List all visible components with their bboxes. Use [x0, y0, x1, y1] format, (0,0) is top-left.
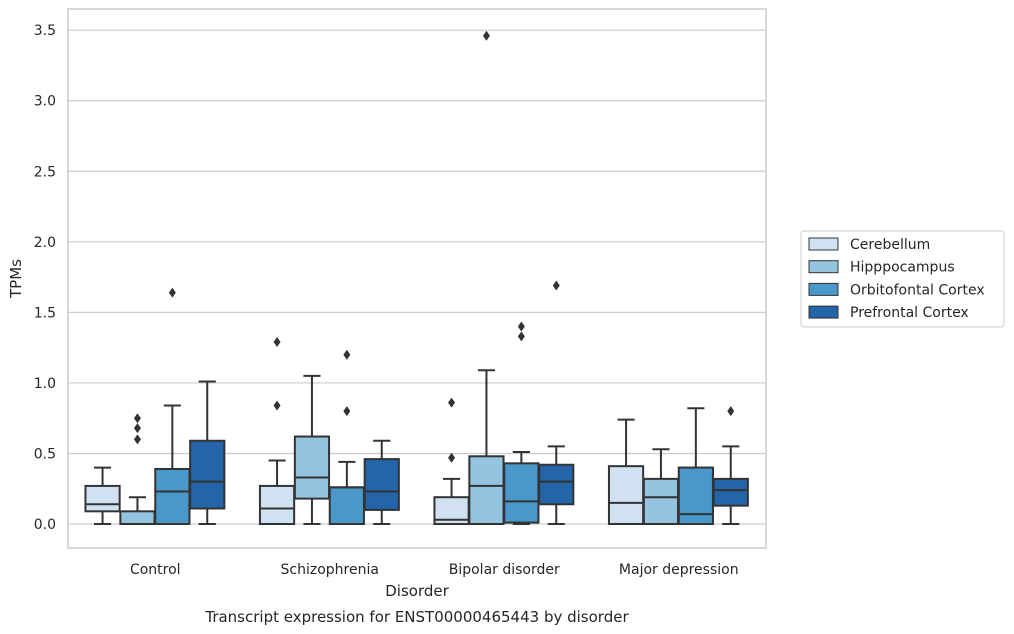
box-group: [328, 349, 365, 526]
box-group: [154, 287, 191, 526]
box-group: [293, 374, 331, 526]
y-axis-label: TPMs: [7, 259, 25, 299]
box-group: [642, 448, 680, 526]
box-group: [189, 380, 226, 526]
box: [607, 465, 645, 526]
legend-label: Hipppocampus: [850, 260, 955, 276]
outlier-point: [133, 423, 141, 434]
outlier-point: [448, 452, 456, 463]
box: [293, 435, 331, 500]
x-tick-label: Control: [130, 562, 181, 578]
box-group: [607, 418, 645, 526]
legend-swatch: [808, 305, 839, 319]
box: [712, 477, 749, 507]
y-tick-label: 2.0: [34, 235, 56, 251]
box: [677, 466, 714, 526]
legend: Cerebellum Hipppocampus Orbitofontal Corte…: [800, 230, 1005, 328]
box: [363, 458, 400, 511]
legend-frame: [800, 230, 1005, 328]
box-group: [712, 406, 749, 526]
box-group: [538, 280, 575, 526]
box: [468, 455, 505, 526]
box-group: [119, 413, 156, 526]
box: [119, 510, 156, 526]
outlier-point: [273, 336, 281, 347]
legend-swatch: [808, 282, 839, 296]
box: [154, 467, 191, 526]
box: [258, 484, 296, 526]
box-group: [503, 321, 540, 526]
box-group: [363, 439, 400, 526]
outlier-point: [133, 413, 141, 424]
box: [189, 439, 226, 510]
outlier-point: [343, 406, 351, 417]
box-group: [677, 407, 714, 526]
outlier-point: [273, 400, 281, 411]
box: [503, 462, 540, 524]
outlier-point: [448, 397, 456, 408]
outlier-point: [482, 30, 490, 41]
box-group: [468, 30, 505, 526]
y-axis: 0.0 0.5 1.0 1.5 2.0 2.5 3.0 3.5: [34, 23, 56, 533]
boxes: [84, 30, 749, 526]
box: [328, 486, 365, 526]
legend-swatch: [808, 237, 839, 251]
outlier-point: [727, 406, 735, 417]
y-tick-label: 0.0: [34, 517, 56, 533]
box-group: [84, 466, 121, 526]
grid-layer: [68, 29, 766, 525]
outlier-point: [133, 434, 141, 445]
y-tick-label: 3.0: [34, 94, 56, 110]
box: [642, 477, 680, 526]
legend-label: Orbitofontal Cortex: [850, 282, 985, 298]
outlier-point: [552, 280, 560, 291]
x-tick-label: Major depression: [619, 562, 739, 578]
y-tick-label: 0.5: [34, 446, 56, 462]
outlier-point: [517, 331, 525, 342]
y-tick-label: 2.5: [34, 164, 56, 180]
outlier-point: [168, 287, 176, 298]
box-group: [433, 397, 470, 526]
legend-label: Prefrontal Cortex: [850, 305, 969, 321]
x-tick-label: Schizophrenia: [281, 562, 379, 578]
box-group: [258, 336, 296, 526]
legend-label: Cerebellum: [850, 237, 930, 253]
y-tick-label: 3.5: [34, 23, 56, 39]
box: [84, 484, 121, 513]
x-axis-label: Disorder: [385, 582, 449, 600]
plot-area: [67, 8, 767, 549]
y-tick-label: 1.0: [34, 376, 56, 392]
chart-title: Transcript expression for ENST0000046544…: [204, 608, 629, 626]
outlier-point: [517, 321, 525, 332]
x-axis: Control Schizophrenia Bipolar disorder Majo…: [130, 562, 739, 578]
y-tick-label: 1.5: [34, 305, 56, 321]
legend-swatch: [808, 260, 839, 274]
outlier-point: [343, 349, 351, 360]
x-tick-label: Bipolar disorder: [449, 562, 560, 578]
box: [538, 463, 575, 506]
